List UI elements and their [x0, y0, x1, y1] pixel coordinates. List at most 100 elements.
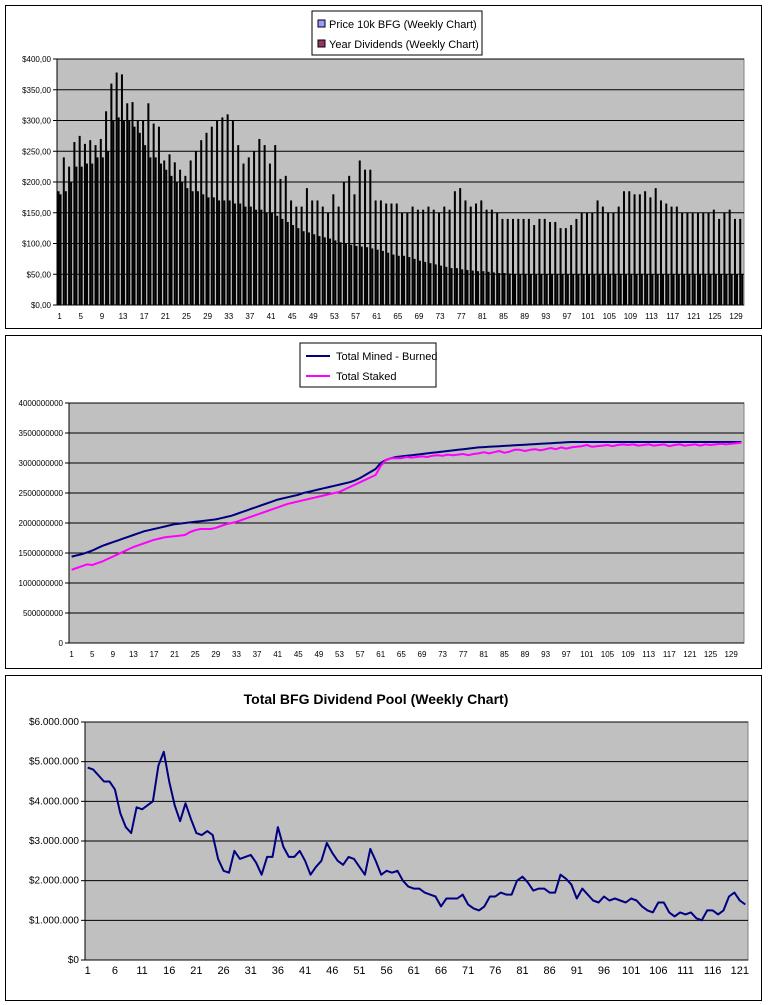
x-tick-label: 53 [335, 650, 344, 659]
price-bar [401, 212, 404, 305]
x-tick-label: 81 [478, 312, 487, 321]
price-bar [501, 218, 504, 305]
dividend-bar [646, 274, 649, 305]
x-tick-label: 77 [457, 312, 466, 321]
price-bar [607, 212, 610, 305]
price-bar [585, 212, 588, 305]
dividend-bar [355, 245, 358, 305]
dividend-bar [297, 228, 300, 305]
y-tick-label: $150,00 [22, 209, 51, 218]
x-tick-label: 109 [621, 650, 635, 659]
y-tick-label: $4.000.000 [29, 796, 79, 807]
dividend-bar [429, 263, 432, 305]
dividend-bar [112, 120, 115, 305]
price-bar [570, 225, 573, 305]
chart-panel-price-dividends: $0,00 $50,00 $100,00 $150,00 $200,00 $250,00 $… [5, 5, 762, 329]
x-tick-label: 89 [521, 650, 530, 659]
y-tick-label: $0,00 [31, 301, 52, 310]
x-tick-label: 45 [288, 312, 297, 321]
dividend-bar [244, 206, 247, 305]
price-bar [337, 206, 340, 305]
dividend-bar [498, 273, 501, 305]
dividend-bar [138, 132, 141, 305]
price-bar [290, 200, 293, 305]
dividend-bar [318, 236, 321, 305]
price-bar [422, 209, 425, 305]
price-bar [168, 154, 171, 305]
x-tick-label: 9 [111, 650, 116, 659]
x-tick-label: 69 [415, 312, 424, 321]
price-bar [548, 221, 552, 305]
dividend-bar [249, 206, 252, 305]
dividend-bar [302, 231, 305, 305]
dividend-bar [714, 274, 717, 305]
price-bar [617, 206, 620, 305]
dividend-bar [640, 274, 643, 305]
legend-box [299, 342, 437, 388]
dividend-bar [159, 163, 162, 305]
price-bar [390, 203, 393, 305]
price-bar [321, 206, 324, 305]
x-tick-label: 16 [163, 965, 175, 977]
x-tick-label: 21 [190, 965, 202, 977]
price-bar [200, 140, 203, 305]
dividend-bar [117, 117, 120, 305]
x-tick-label: 31 [245, 965, 257, 977]
legend-label: Price 10k BFG (Weekly Chart) [329, 19, 477, 31]
x-tick-label: 81 [516, 965, 528, 977]
x-tick-label: 73 [438, 650, 447, 659]
x-tick-label: 85 [500, 650, 509, 659]
y-tick-label: $3.000.000 [29, 836, 79, 847]
dividend-bar [730, 274, 733, 305]
price-bar [242, 163, 245, 305]
dividend-bar [561, 274, 564, 305]
price-bar [311, 200, 314, 305]
x-tick-label: 86 [544, 965, 556, 977]
dividend-bar [577, 274, 580, 305]
price-bar [136, 120, 139, 305]
y-tick-label: $100,00 [22, 240, 51, 249]
price-bar [633, 194, 636, 305]
y-tick-label: $300,00 [22, 117, 51, 126]
dividend-bar [455, 268, 458, 305]
dividend-bar [735, 274, 738, 305]
dividend-bar [677, 274, 680, 305]
dividend-bar [70, 182, 73, 305]
price-bar [83, 143, 86, 305]
price-bar [580, 212, 583, 305]
dividend-bar [614, 274, 617, 305]
price-bar [142, 120, 145, 305]
x-tick-label: 33 [224, 312, 233, 321]
price-bar [374, 200, 377, 305]
price-bar [189, 160, 192, 305]
dividend-bar [566, 274, 569, 305]
price-bar [411, 206, 414, 305]
dividend-bar [661, 274, 664, 305]
x-tick-label: 101 [581, 312, 595, 321]
price-bar [728, 209, 731, 305]
dividend-bar [366, 247, 369, 305]
price-bar [517, 218, 520, 305]
price-bar [707, 212, 710, 305]
dividend-bar [186, 188, 189, 305]
price-bar [221, 117, 224, 305]
price-bar [284, 175, 287, 305]
x-tick-label: 116 [704, 965, 722, 977]
x-tick-label: 61 [372, 312, 381, 321]
x-tick-label: 93 [541, 650, 550, 659]
y-tick-label: $5.000.000 [29, 757, 79, 768]
x-tick-label: 66 [435, 965, 447, 977]
x-tick-label: 41 [273, 650, 282, 659]
y-tick-label: 1000000000 [19, 579, 64, 588]
dividend-bar [656, 274, 659, 305]
x-tick-label: 105 [601, 650, 615, 659]
y-tick-label: 3000000000 [19, 459, 64, 468]
dividend-bar [720, 274, 723, 305]
x-tick-label: 65 [393, 312, 402, 321]
x-tick-label: 93 [541, 312, 550, 321]
y-tick-label: $6.000.000 [29, 717, 79, 728]
price-bar [696, 212, 699, 305]
dividend-bar [503, 273, 506, 305]
dividend-bar [107, 151, 110, 305]
x-tick-label: 57 [356, 650, 365, 659]
